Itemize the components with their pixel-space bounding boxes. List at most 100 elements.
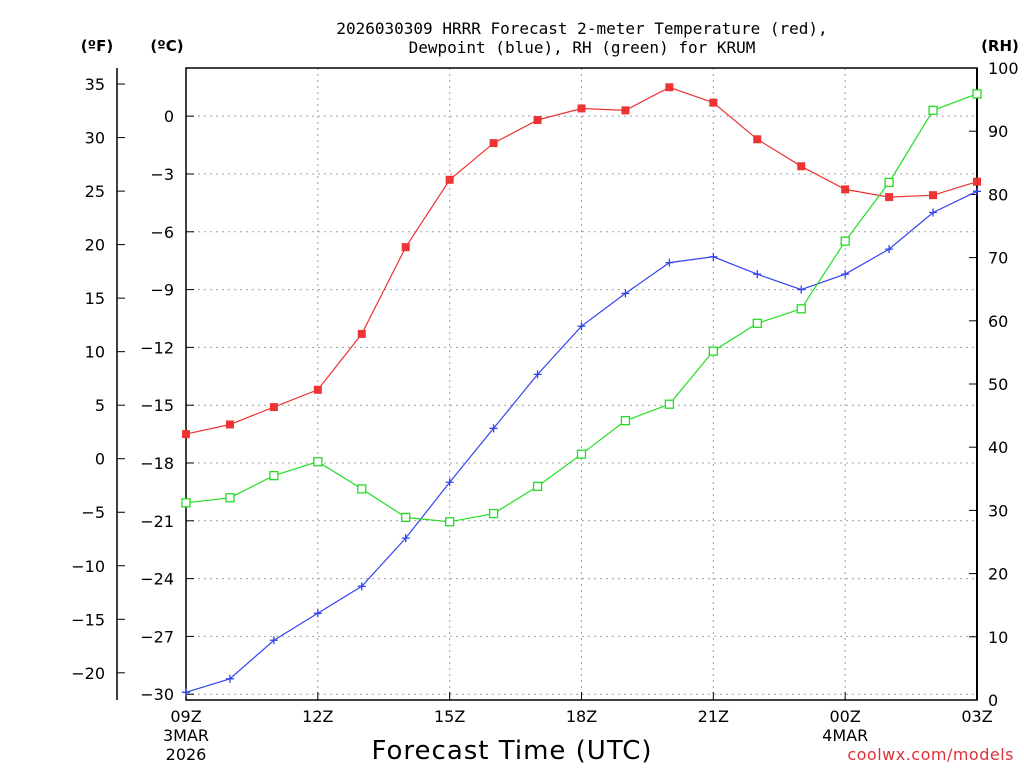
dewpoint-point: [401, 534, 410, 543]
temperature-point: [401, 243, 410, 252]
rh-tick-label: 70: [988, 249, 1008, 268]
dewpoint-point: [885, 245, 894, 254]
rh-point: [884, 177, 894, 188]
grid-layer: [186, 68, 977, 700]
dewpoint-point: [841, 270, 850, 279]
temperature-point: [929, 191, 938, 200]
dewpoint-point: [753, 270, 762, 279]
fahrenheit-tick-label: 0: [95, 450, 105, 469]
x-tick-date-label: 3MAR: [163, 726, 209, 745]
dewpoint-point: [929, 208, 938, 217]
temperature-point: [445, 175, 454, 184]
dewpoint-point: [357, 582, 366, 591]
rh-point: [357, 484, 367, 494]
temperature-point: [709, 98, 718, 107]
rh-point: [532, 481, 543, 492]
dewpoint-point: [797, 285, 806, 294]
celsius-unit-label: (ºC): [150, 37, 183, 55]
dewpoint-point: [225, 674, 234, 683]
fahrenheit-tick-label: −20: [71, 664, 105, 683]
celsius-tick-label: −3: [150, 165, 174, 184]
rh-point: [313, 457, 323, 467]
dewpoint-point: [577, 322, 586, 331]
x-tick-label: 12Z: [302, 707, 333, 726]
temperature-point: [357, 329, 366, 338]
celsius-tick-label: 0: [164, 107, 174, 126]
rh-tick-label: 40: [988, 438, 1008, 457]
chart-title-line2: Dewpoint (blue), RH (green) for KRUM: [409, 38, 756, 57]
temperature-point: [885, 193, 894, 202]
x-tick-year-label: 2026: [166, 745, 207, 764]
plot-frame: [185, 67, 978, 701]
temperature-point: [577, 104, 586, 113]
rh-point: [620, 416, 631, 426]
dewpoint-point: [533, 370, 542, 379]
celsius-tick-label: −24: [140, 570, 174, 589]
rh-point: [488, 508, 499, 519]
credit-label: coolwx.com/models: [847, 745, 1014, 764]
temperature-point: [973, 177, 981, 186]
x-axis-label: Forecast Time (UTC): [371, 736, 652, 766]
fahrenheit-tick-label: 30: [85, 129, 105, 148]
celsius-tick-label: −21: [140, 512, 174, 531]
fahrenheit-tick-label: 15: [85, 289, 105, 308]
fahrenheit-tick-label: −10: [71, 557, 105, 576]
x-tick-date-label: 4MAR: [822, 726, 868, 745]
dewpoint-point: [665, 258, 674, 267]
celsius-tick-label: −27: [140, 627, 174, 646]
fahrenheit-tick-label: −15: [71, 610, 105, 629]
x-tick-label: 00Z: [830, 707, 861, 726]
dewpoint-point: [269, 636, 278, 645]
rh-tick-label: 20: [988, 565, 1008, 584]
rh-tick-label: 90: [988, 122, 1008, 141]
dewpoint-point: [709, 252, 718, 261]
x-tick-label: 03Z: [961, 707, 992, 726]
temperature-point: [841, 185, 850, 194]
fahrenheit-tick-label: 35: [85, 75, 105, 94]
x-tick-label: 18Z: [566, 707, 597, 726]
rh-point: [796, 304, 806, 314]
temperature-point: [621, 106, 630, 115]
celsius-tick-label: −15: [140, 396, 174, 415]
temperature-point: [533, 116, 542, 125]
celsius-tick-label: −6: [150, 223, 174, 242]
rh-tick-label: 0: [988, 691, 998, 710]
rh-point: [181, 498, 191, 508]
x-tick-label: 09Z: [170, 707, 201, 726]
celsius-tick-label: −30: [140, 685, 174, 704]
chart-title-line1: 2026030309 HRRR Forecast 2-meter Tempera…: [336, 19, 827, 38]
celsius-tick-label: −18: [140, 454, 174, 473]
fahrenheit-tick-label: 20: [85, 236, 105, 255]
temperature-point: [313, 385, 322, 394]
rh-point: [576, 449, 587, 459]
rh-tick-label: 80: [988, 185, 1008, 204]
rh-point: [972, 89, 982, 99]
series-layer: [181, 83, 982, 697]
dewpoint-point: [621, 289, 630, 298]
temperature-point: [225, 420, 234, 429]
temperature-point: [753, 135, 762, 144]
rh-point: [269, 470, 279, 481]
fahrenheit-tick-label: −5: [81, 503, 105, 522]
celsius-tick-label: −12: [140, 338, 174, 357]
fahrenheit-tick-label: 5: [95, 396, 105, 415]
dewpoint-point: [445, 478, 454, 487]
x-tick-label: 15Z: [434, 707, 465, 726]
celsius-tick-label: −9: [150, 281, 174, 300]
rh-unit-label: (RH): [981, 37, 1019, 55]
rh-point: [445, 517, 455, 527]
rh-point: [664, 399, 675, 409]
rh-tick-label: 10: [988, 628, 1008, 647]
rh-tick-label: 50: [988, 375, 1008, 394]
rh-point: [840, 236, 850, 246]
dewpoint-point: [489, 424, 498, 433]
temperature-point: [182, 430, 190, 439]
dewpoint-point: [973, 187, 981, 196]
rh-point: [401, 512, 411, 523]
rh-point: [752, 318, 762, 328]
fahrenheit-tick-label: 10: [85, 343, 105, 362]
rh-point: [928, 105, 938, 115]
rh-tick-label: 60: [988, 312, 1008, 331]
